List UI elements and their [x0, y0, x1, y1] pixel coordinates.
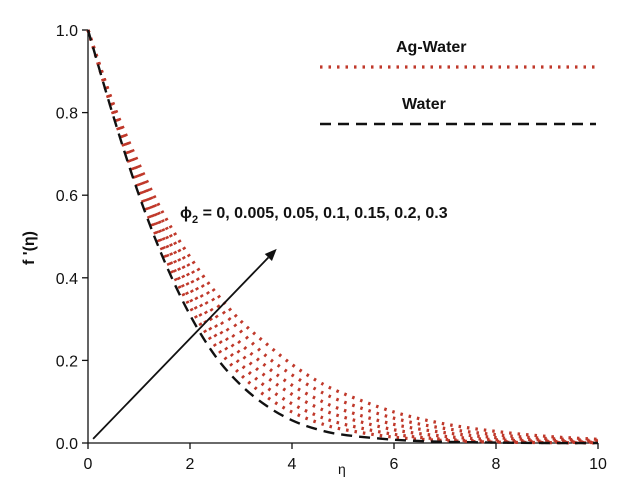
- x-tick-label: 2: [186, 456, 195, 473]
- annotation-arrowhead: [264, 248, 277, 261]
- y-tick-label: 0.6: [56, 188, 78, 205]
- x-tick-label: 10: [589, 456, 607, 473]
- annotation-values: = 0, 0.005, 0.05, 0.1, 0.15, 0.2, 0.3: [198, 205, 448, 222]
- annotation-subscript: 2: [192, 214, 198, 226]
- series-line-ag-water: [86, 29, 599, 441]
- x-tick-label: 6: [390, 456, 399, 473]
- series-line-ag-water: [86, 29, 599, 443]
- y-tick-label: 1.0: [56, 23, 78, 40]
- series-line-ag-water: [86, 29, 599, 445]
- legend-label-ag-water: Ag-Water: [396, 39, 467, 56]
- legend: Ag-Water Water: [320, 39, 596, 126]
- series-group: [86, 29, 599, 445]
- annotation-label: ϕ2 = 0, 0.005, 0.05, 0.1, 0.15, 0.2, 0.3: [180, 205, 448, 226]
- y-tick-label: 0.4: [56, 271, 78, 288]
- y-tick-label: 0.8: [56, 106, 78, 123]
- legend-label-water: Water: [402, 96, 446, 113]
- annotation: ϕ2 = 0, 0.005, 0.05, 0.1, 0.15, 0.2, 0.3: [92, 205, 448, 440]
- annotation-arrow: [92, 256, 270, 440]
- series-line-water: [86, 29, 599, 445]
- series-line-ag-water: [86, 29, 599, 445]
- axes: 0 2 4 6 8 10 0.0 0.2 0.4 0.6 0.8 1.0: [56, 23, 607, 473]
- x-tick-label: 8: [492, 456, 501, 473]
- y-tick-label: 0.0: [56, 436, 78, 453]
- y-tick-label: 0.2: [56, 353, 78, 370]
- x-tick-label: 4: [288, 456, 297, 473]
- x-axis-title: η: [338, 461, 346, 477]
- y-axis-title: f '(η): [21, 231, 38, 265]
- annotation-symbol: ϕ: [180, 205, 192, 222]
- series-line-ag-water: [86, 29, 599, 444]
- x-tick-label: 0: [84, 456, 93, 473]
- series-line-ag-water: [86, 29, 599, 443]
